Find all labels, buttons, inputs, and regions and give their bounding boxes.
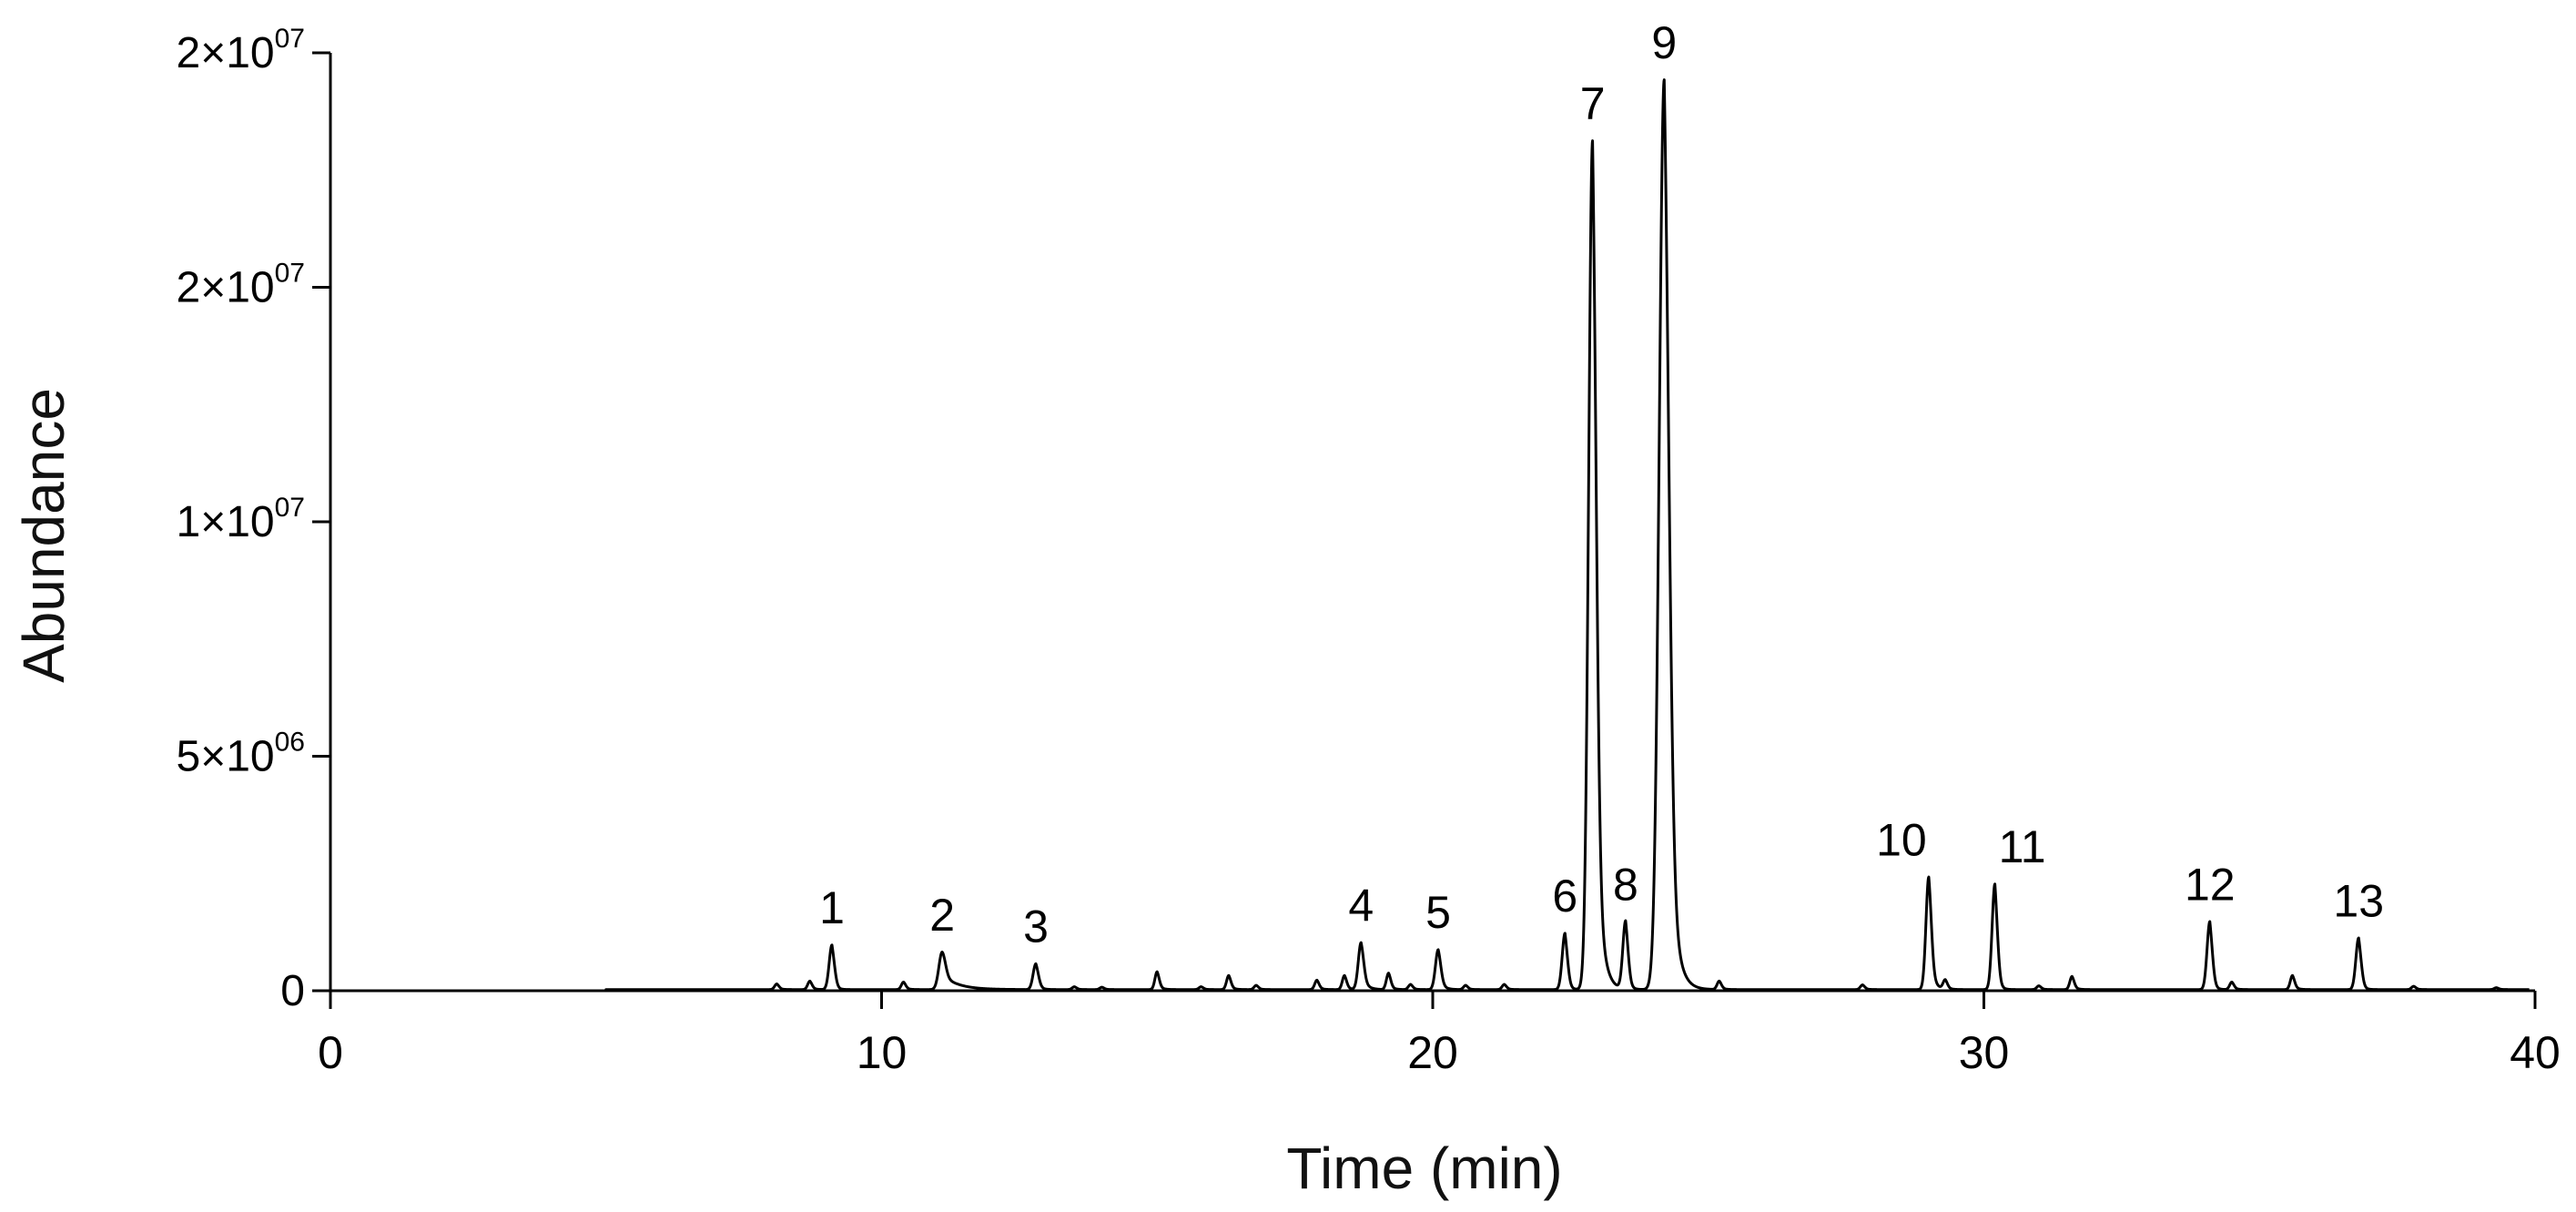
peak-label-7: 7	[1580, 78, 1606, 129]
peak-label-4: 4	[1348, 881, 1374, 932]
peak-label-6: 6	[1552, 871, 1577, 922]
peak-label-13: 13	[2333, 875, 2384, 926]
x-tick-label: 30	[1959, 1027, 2010, 1078]
peak-label-2: 2	[929, 890, 955, 941]
y-tick-label: 0	[280, 967, 305, 1015]
x-tick-label: 40	[2510, 1027, 2561, 1078]
y-tick-label: 2×1007	[177, 24, 306, 77]
chromatogram-line	[604, 78, 2530, 992]
y-tick-label: 2×1007	[177, 259, 306, 312]
y-tick-label: 1×1007	[177, 493, 306, 546]
x-tick-label: 10	[857, 1027, 908, 1078]
chromatogram-trace	[604, 78, 2530, 992]
x-tick-label: 20	[1407, 1027, 1458, 1078]
peak-label-3: 3	[1023, 901, 1049, 952]
y-axis-title: Abundance	[11, 388, 76, 683]
axes: 0 10 20 30 40 0 5×1006 1×1007 2×1007 2×1007	[177, 24, 2561, 1078]
peak-label-5: 5	[1425, 887, 1451, 938]
peak-label-8: 8	[1613, 859, 1638, 910]
peak-label-12: 12	[2185, 859, 2236, 910]
peak-label-11: 11	[1999, 821, 2046, 872]
peak-label-10: 10	[1876, 814, 1927, 865]
x-axis-title: Time (min)	[1286, 1136, 1562, 1201]
peak-label-9: 9	[1651, 17, 1677, 68]
y-tick-label: 5×1006	[177, 728, 306, 781]
x-tick-label: 0	[318, 1027, 343, 1078]
peak-label-1: 1	[819, 882, 845, 933]
